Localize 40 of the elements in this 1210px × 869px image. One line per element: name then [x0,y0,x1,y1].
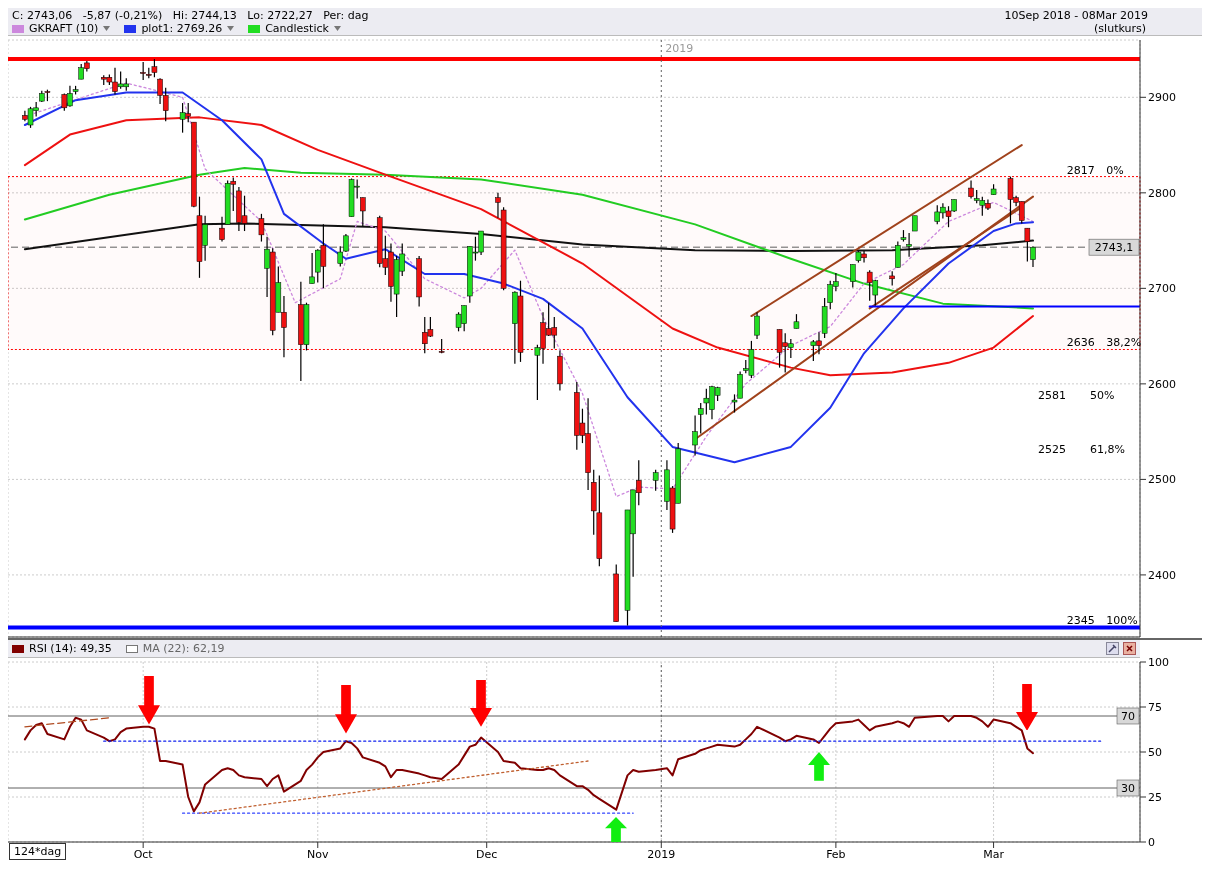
y-tick-label: 100 [1148,655,1169,669]
y-tick-label: 2700 [1148,282,1176,296]
x-tick-label: Feb [826,847,846,861]
text: (slutkurs) [1094,22,1146,35]
y-tick-label: 2400 [1148,568,1176,582]
x-tick-label: Mar [983,847,1005,861]
x-tick-label: Dec [476,847,498,861]
chart-subtitle: 10Sep 2018 - 08Mar 2019 [1004,9,1148,22]
y-tick-label: 50 [1148,745,1162,759]
annotation: 2525 [1038,443,1066,456]
y-tick-label: 2600 [1148,377,1176,391]
ref-line-label: 70 [1121,710,1135,723]
annotation: 2581 [1038,389,1066,402]
annotation: 38,2% [1106,336,1142,350]
annotation: 50% [1090,389,1115,402]
y-tick-label: 2500 [1148,473,1176,487]
annotation: 2817 [1066,163,1095,177]
x-tick-label: 2019 [647,847,676,861]
chart-title: C: 2743,06 -5,87 (-0,21%) Hi: 2744,13 Lo: 2722,27 Per: dag [12,9,369,22]
x-tick-label: Nov [307,847,329,861]
y-tick-label: 2900 [1148,91,1176,105]
annotation: 2345 [1066,614,1095,628]
text: 124*dag [9,843,67,860]
y-tick-label: 0 [1148,835,1155,849]
ref-line-label: 30 [1121,782,1135,795]
legend-label: Candlestick [265,22,329,35]
y-tick-label: 25 [1148,790,1162,804]
y-tick-label: 75 [1148,700,1162,714]
text: MA (22): 62,19 [142,642,225,655]
ref-line-label: 2019 [665,42,694,55]
legend-label: GKRAFT (10) [29,22,99,35]
legend-label: plot1: 2769.26 [141,22,223,35]
annotation: 100% [1106,614,1138,628]
annotation: 0% [1106,163,1124,177]
y-tick-label: 2800 [1148,186,1176,200]
ref-line-label: 2743,1 [1094,241,1134,255]
x-tick-label: Oct [133,847,154,861]
annotation: 61,8% [1090,443,1125,456]
annotation: 2636 [1066,336,1095,350]
legend-label: RSI (14): 49,35 [29,642,112,655]
